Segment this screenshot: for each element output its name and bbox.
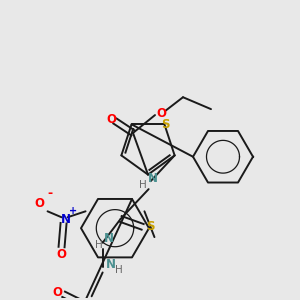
Text: +: + (70, 206, 78, 216)
Text: O: O (34, 197, 45, 210)
Text: H: H (139, 180, 146, 190)
Text: N: N (103, 232, 114, 245)
Text: O: O (156, 106, 166, 120)
Text: S: S (161, 118, 170, 131)
Text: O: O (57, 248, 67, 262)
Text: O: O (52, 286, 63, 299)
Text: H: H (95, 240, 103, 250)
Text: N: N (148, 172, 158, 185)
Text: S: S (146, 220, 155, 233)
Text: N: N (106, 258, 116, 271)
Text: -: - (47, 187, 52, 200)
Text: N: N (61, 213, 70, 226)
Text: H: H (115, 266, 122, 275)
Text: O: O (106, 112, 116, 125)
